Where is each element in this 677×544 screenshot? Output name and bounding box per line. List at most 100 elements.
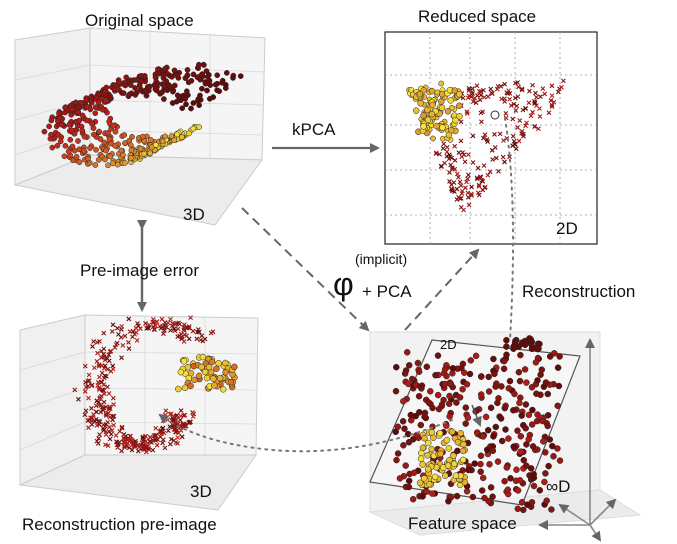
scatter-cross	[158, 434, 163, 440]
scatter-point	[448, 104, 455, 111]
scatter-point	[121, 132, 128, 138]
scatter-point	[540, 438, 547, 445]
scatter-point	[196, 61, 202, 68]
scatter-point	[207, 82, 214, 88]
scatter-cross	[481, 163, 487, 168]
scatter-cross	[546, 110, 552, 116]
scatter-point	[129, 134, 135, 140]
scatter-point	[171, 82, 178, 89]
scatter-cross	[101, 330, 107, 336]
feature-space-panel	[368, 331, 642, 542]
scatter-point	[477, 373, 485, 380]
scatter-cross	[91, 412, 96, 417]
scatter-cross	[136, 323, 141, 329]
scatter-point	[437, 98, 445, 105]
scatter-point	[447, 97, 454, 104]
scatter-point	[536, 487, 544, 494]
scatter-cross	[82, 412, 88, 418]
scatter-point	[175, 385, 182, 393]
scatter-point	[118, 147, 125, 154]
scatter-cross	[122, 436, 128, 442]
scatter-point	[409, 495, 417, 503]
scatter-point	[425, 399, 433, 406]
scatter-point	[62, 104, 69, 111]
scatter-point	[237, 73, 244, 79]
feature-axis-back	[558, 503, 591, 526]
scatter-point	[504, 486, 512, 493]
scatter-point	[521, 341, 529, 349]
scatter-point	[392, 428, 399, 436]
scatter-point	[529, 406, 536, 414]
scatter-cross	[523, 123, 528, 129]
scatter-point	[502, 426, 509, 433]
scatter-cross	[456, 174, 461, 180]
scatter-cross	[551, 99, 557, 105]
scatter-cross	[133, 330, 139, 335]
scatter-cross	[559, 84, 564, 90]
scatter-point	[414, 359, 422, 367]
scatter-cross	[172, 426, 177, 432]
scatter-cross	[433, 150, 439, 156]
scatter-cross	[466, 152, 471, 158]
scatter-point	[428, 445, 435, 453]
reconstruction-points	[72, 315, 238, 455]
scatter-point	[211, 382, 218, 389]
scatter-point	[518, 498, 526, 506]
scatter-cross	[168, 411, 174, 417]
scatter-cross	[145, 444, 150, 450]
scatter-point	[67, 136, 74, 143]
scatter-cross	[93, 416, 99, 422]
reduced-space-points	[406, 78, 566, 213]
scatter-cross	[140, 436, 146, 441]
scatter-cross	[464, 109, 470, 115]
scatter-point	[210, 375, 217, 382]
scatter-point	[490, 433, 497, 440]
scatter-point	[93, 146, 99, 153]
scatter-cross	[154, 319, 160, 325]
scatter-point	[216, 374, 224, 382]
scatter-cross	[511, 138, 517, 144]
scatter-point	[76, 117, 83, 124]
scatter-point	[549, 442, 556, 450]
scatter-point	[453, 492, 461, 500]
scatter-point	[114, 161, 121, 168]
scatter-cross	[479, 119, 484, 125]
scatter-point	[437, 450, 444, 458]
scatter-point	[139, 133, 146, 140]
scatter-point	[95, 91, 102, 98]
scatter-cross	[535, 126, 541, 132]
feature-axis-down	[589, 524, 602, 542]
scatter-cross	[465, 172, 471, 178]
scatter-point	[445, 497, 452, 505]
scatter-point	[533, 390, 540, 397]
scatter-point	[213, 365, 220, 372]
scatter-point	[469, 493, 477, 501]
scatter-cross	[102, 363, 108, 369]
scatter-cross	[76, 396, 81, 402]
scatter-point	[430, 135, 436, 142]
scatter-cross	[114, 325, 120, 331]
scatter-point	[73, 153, 80, 160]
scatter-cross	[452, 157, 458, 163]
scatter-cross	[457, 179, 463, 185]
scatter-cross	[481, 135, 486, 141]
scatter-point	[185, 92, 191, 98]
scatter-point	[511, 390, 518, 398]
scatter-point	[457, 430, 464, 437]
scatter-point	[214, 72, 221, 79]
scatter-point	[477, 452, 485, 460]
scatter-point	[556, 457, 564, 464]
scatter-point	[546, 436, 554, 443]
scatter-cross	[476, 89, 482, 94]
scatter-point	[49, 144, 56, 151]
scatter-cross	[458, 138, 464, 144]
scatter-cross	[121, 439, 127, 445]
scatter-point	[503, 464, 511, 471]
scatter-point	[501, 404, 509, 412]
scatter-point	[454, 438, 462, 446]
scatter-point	[202, 80, 209, 87]
scatter-point	[405, 477, 413, 485]
scatter-cross	[111, 422, 116, 428]
scatter-cross	[181, 339, 187, 344]
scatter-point	[115, 79, 122, 85]
